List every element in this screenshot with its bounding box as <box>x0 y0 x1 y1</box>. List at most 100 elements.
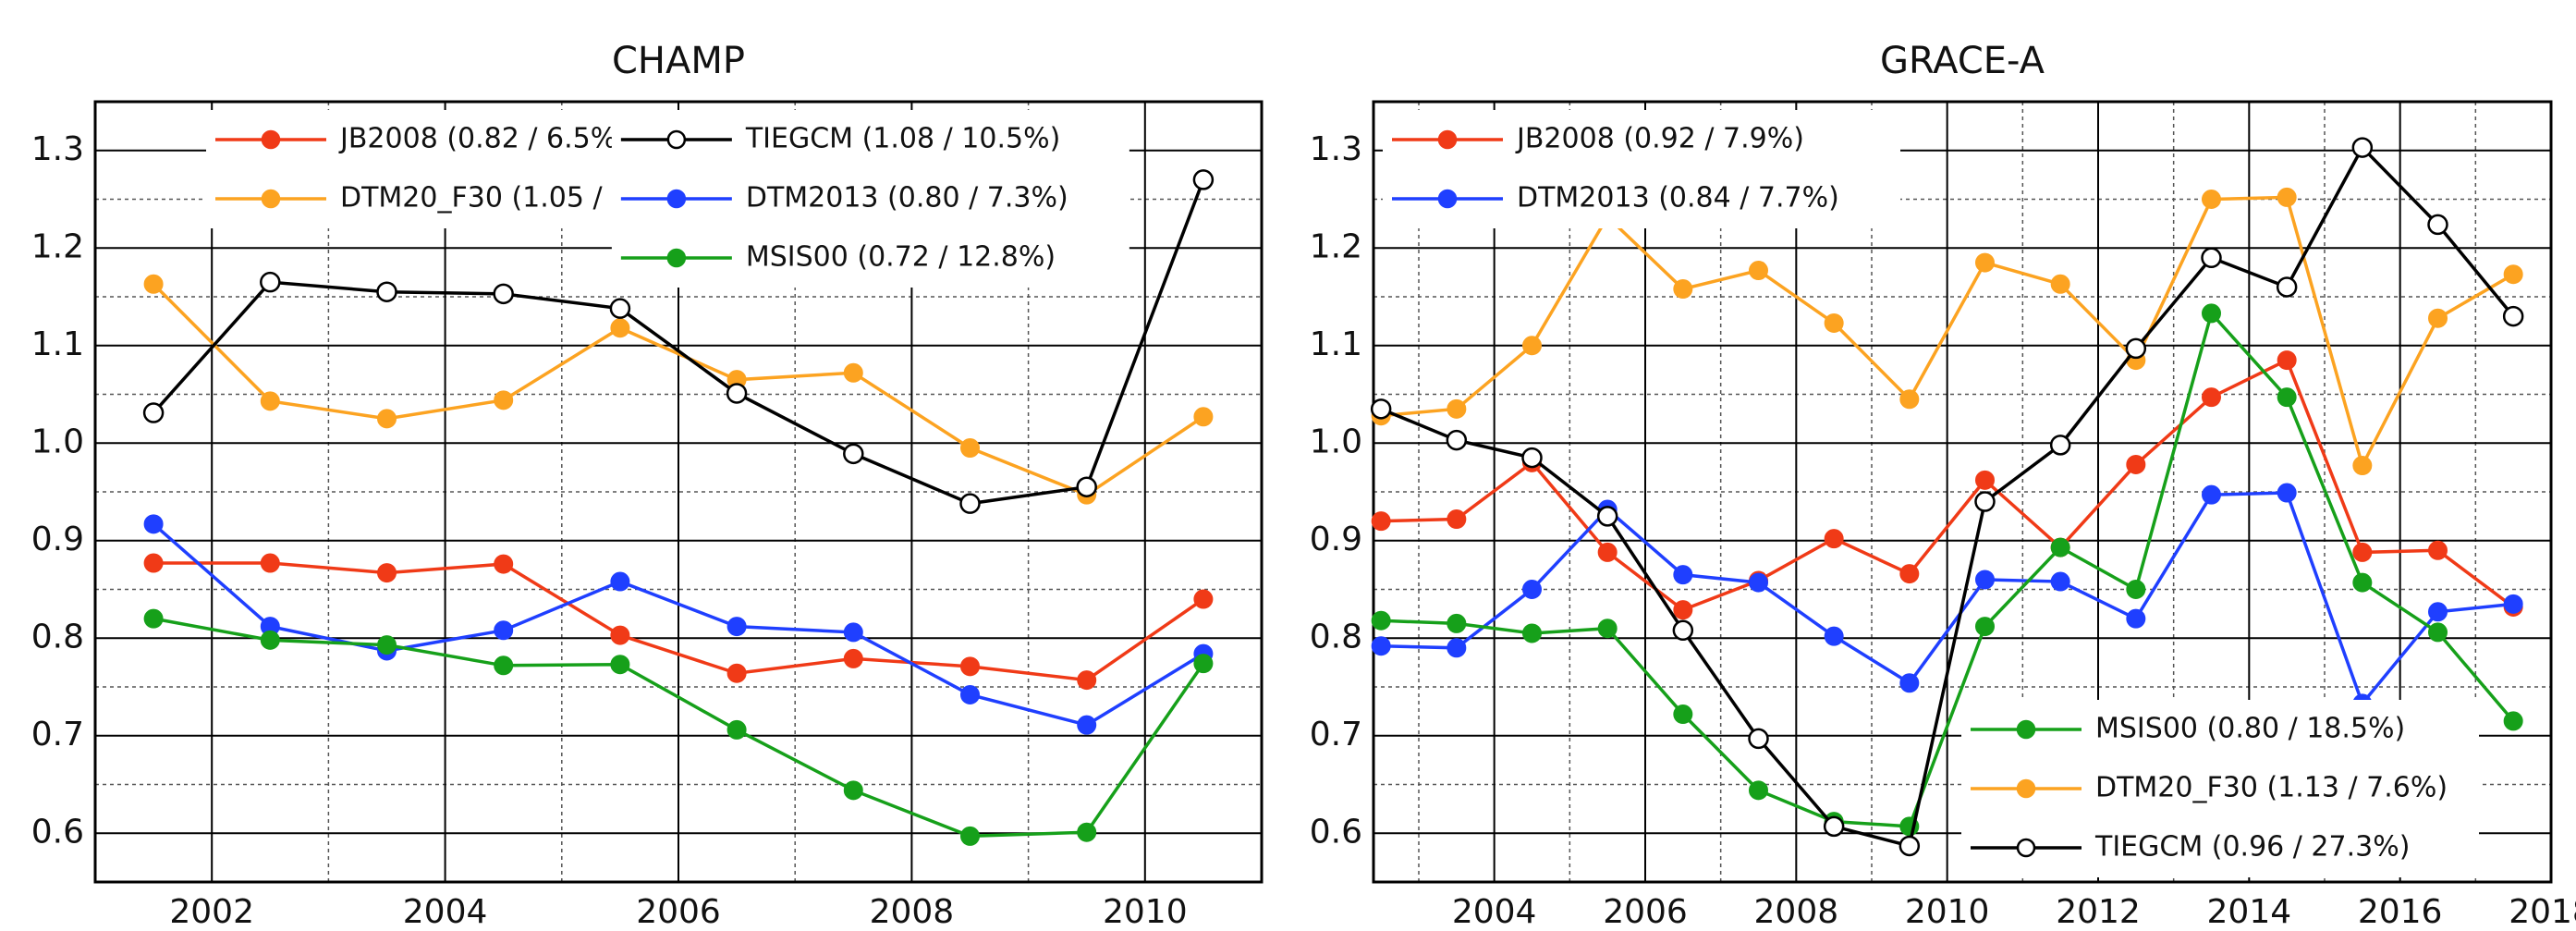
series-line <box>152 178 1205 506</box>
data-point <box>609 298 631 319</box>
data-point <box>260 630 280 650</box>
data-point <box>1446 429 1468 451</box>
legend-marker <box>2016 838 2036 858</box>
data-point <box>2502 305 2524 327</box>
legend-box <box>1383 110 1900 228</box>
data-point <box>2427 214 2448 236</box>
x-tick-label: 2014 <box>2207 893 2292 931</box>
chart-title: CHAMP <box>612 40 745 82</box>
data-point <box>610 655 630 675</box>
data-point <box>1749 261 1768 281</box>
data-point <box>2277 483 2297 503</box>
data-point <box>494 655 514 676</box>
data-point <box>726 617 747 637</box>
chart-title: GRACE-A <box>1880 40 2045 82</box>
data-point <box>1975 570 1995 590</box>
data-point <box>1447 509 1467 530</box>
data-point <box>1823 815 1845 838</box>
data-point <box>2352 542 2373 562</box>
data-point <box>1371 511 1391 532</box>
data-point <box>143 608 164 629</box>
data-point <box>1899 389 1920 410</box>
data-point <box>2503 711 2523 731</box>
data-point <box>1974 491 1996 512</box>
legend: JB2008 (0.92 / 7.9%) DTM2013 (0.84 / 7.7%… <box>1383 110 1900 228</box>
data-point <box>726 719 747 740</box>
data-point <box>1749 780 1768 801</box>
data-point <box>2277 387 2297 408</box>
legend: TIEGCM (1.08 / 10.5%) DTM2013 (0.80 / 7.3… <box>611 110 1129 288</box>
data-point <box>1076 476 1097 497</box>
data-point <box>2277 187 2297 207</box>
data-point <box>260 553 280 573</box>
data-point <box>2428 540 2448 560</box>
x-tick-label: 2004 <box>403 893 488 931</box>
data-point <box>2202 387 2221 408</box>
data-point <box>2125 337 2147 360</box>
y-tick-label: 1.0 <box>31 423 84 460</box>
data-point <box>260 391 280 411</box>
data-point <box>1673 565 1693 585</box>
data-point <box>2126 608 2146 629</box>
data-point <box>494 554 514 574</box>
legend-marker <box>666 129 687 150</box>
data-point <box>142 402 165 423</box>
y-tick-label: 1.1 <box>31 325 84 363</box>
data-point <box>1370 398 1392 420</box>
data-point <box>1749 572 1768 593</box>
data-point <box>494 620 514 641</box>
data-point <box>2352 572 2373 593</box>
data-point <box>143 514 164 534</box>
data-point <box>843 622 863 643</box>
series-line <box>152 522 1204 728</box>
data-point <box>1597 542 1618 562</box>
y-tick-label: 1.1 <box>1310 325 1362 363</box>
y-tick-label: 0.8 <box>31 618 84 655</box>
data-point <box>1673 704 1693 725</box>
data-point <box>843 443 864 465</box>
plot-frame <box>93 100 1264 884</box>
data-point <box>1748 728 1769 750</box>
series-line <box>153 617 1205 839</box>
y-tick-label: 1.2 <box>31 227 84 265</box>
legend-marker <box>1437 189 1458 209</box>
x-tick-label: 2018 <box>2509 893 2576 931</box>
data-point <box>2050 537 2070 557</box>
data-point <box>1522 623 1542 643</box>
data-point <box>1899 673 1920 693</box>
data-point <box>2503 264 2523 285</box>
data-point <box>1522 336 1542 356</box>
data-point <box>610 571 630 592</box>
y-tick-label: 1.0 <box>1310 423 1362 460</box>
y-tick-label: 0.7 <box>31 716 84 753</box>
data-point <box>2202 303 2221 324</box>
data-point <box>2201 247 2222 269</box>
legend-marker <box>261 129 281 150</box>
data-point <box>2202 484 2221 505</box>
data-point <box>1673 279 1693 300</box>
data-point <box>960 438 980 459</box>
data-point <box>1672 619 1694 642</box>
series-line <box>152 283 1204 497</box>
data-point <box>2428 602 2448 622</box>
data-point <box>1077 670 1097 691</box>
y-tick-label: 1.3 <box>31 130 84 168</box>
data-point <box>2050 571 2070 592</box>
legend-label: JB2008 (0.92 / 7.9%) <box>1515 123 1804 155</box>
legend-label: DTM2013 (0.84 / 7.7%) <box>1517 182 1839 214</box>
data-point <box>1975 470 1995 490</box>
data-point <box>1975 617 1995 637</box>
data-point <box>610 318 630 338</box>
data-point <box>1824 626 1844 646</box>
data-point <box>1673 600 1693 620</box>
data-point <box>493 283 514 305</box>
data-point <box>2428 622 2448 643</box>
data-point <box>610 625 630 645</box>
x-tick-label: 2010 <box>1103 893 1188 931</box>
data-point <box>2202 190 2221 209</box>
data-point <box>1192 169 1215 190</box>
legend-marker <box>2016 778 2036 799</box>
data-point <box>2352 456 2373 476</box>
data-point <box>2277 350 2297 371</box>
data-point <box>2126 454 2146 474</box>
